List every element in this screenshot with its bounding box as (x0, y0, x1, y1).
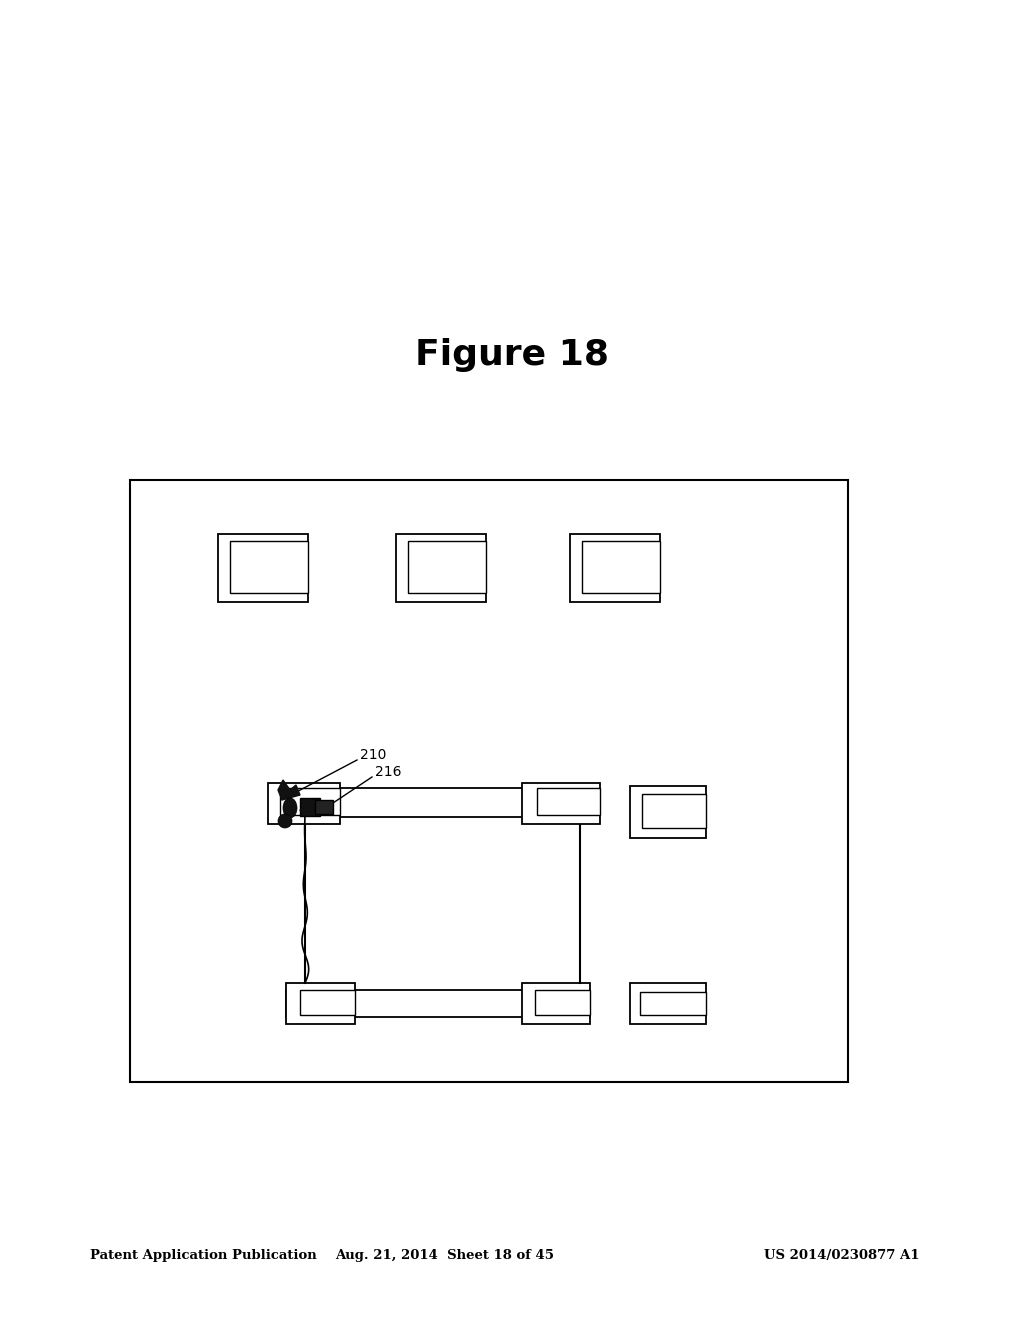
Bar (130, 480, 848, 1082)
Bar (522, 983, 590, 1024)
Bar (640, 993, 706, 1015)
Text: Figure 18: Figure 18 (415, 338, 609, 372)
Text: 216: 216 (375, 766, 401, 779)
Bar (630, 983, 706, 1024)
Polygon shape (278, 780, 300, 800)
Bar (268, 783, 340, 824)
Bar (537, 788, 600, 814)
Text: Patent Application Publication: Patent Application Publication (90, 1249, 316, 1262)
Bar (315, 800, 333, 814)
Bar (280, 788, 340, 814)
Bar (535, 990, 590, 1015)
Bar (300, 799, 319, 816)
Ellipse shape (283, 799, 297, 818)
Bar (642, 795, 706, 828)
Bar (230, 541, 308, 593)
Bar (630, 785, 706, 838)
Bar (218, 535, 308, 602)
Text: Aug. 21, 2014  Sheet 18 of 45: Aug. 21, 2014 Sheet 18 of 45 (336, 1249, 555, 1262)
Text: US 2014/0230877 A1: US 2014/0230877 A1 (765, 1249, 920, 1262)
Text: 210: 210 (360, 748, 386, 762)
Bar (286, 990, 590, 1016)
Bar (582, 541, 660, 593)
Bar (396, 535, 486, 602)
Bar (522, 783, 600, 824)
Bar (570, 535, 660, 602)
Bar (408, 541, 486, 593)
Bar (286, 788, 590, 817)
Circle shape (278, 814, 292, 828)
Bar (300, 990, 355, 1015)
Bar (286, 983, 355, 1024)
